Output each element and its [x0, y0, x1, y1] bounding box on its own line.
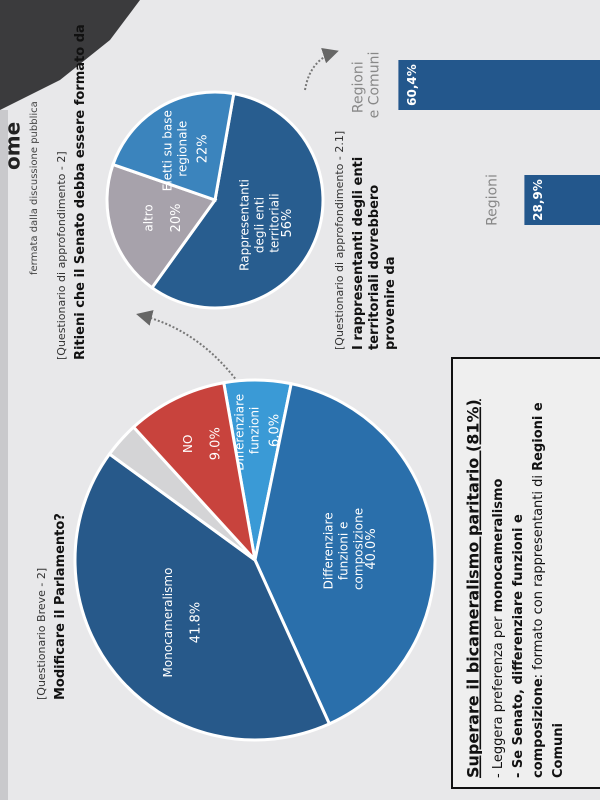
page-edge — [0, 110, 8, 800]
arrow — [304, 48, 339, 91]
pie-slice — [73, 451, 332, 742]
slice-label: altro — [141, 204, 155, 231]
summary-segment: : formato con rappresentanti di — [531, 471, 546, 678]
chart-title: Ritieni che il Senato debba essere forma… — [73, 24, 88, 360]
desk-corner — [0, 0, 140, 110]
pie-slice — [105, 162, 218, 290]
pie-slice — [131, 380, 258, 565]
slice-label: Eletti su base regionale — [160, 106, 189, 191]
bar-category-label: Regioni — [484, 174, 500, 226]
slice-value-label: 9.0% — [208, 427, 223, 460]
slice-label: NO — [180, 435, 194, 453]
summary-segment: differenziare funzioni e — [511, 514, 526, 684]
summary-segment: Comuni — [551, 723, 566, 778]
slice-value-label: 40.0% — [364, 528, 379, 569]
summary-line: composizione: formato con rappresentanti… — [531, 402, 546, 778]
pie-slice — [111, 90, 236, 202]
slice-label: Rappresentanti degli enti territoriali — [237, 175, 281, 270]
summary-line: - Leggera preferenza per monocameralismo — [491, 478, 506, 778]
slice-value-label: 41.8% — [189, 602, 204, 643]
slice-label: Monocameralismo — [161, 568, 175, 678]
heading-fragment: ome — [1, 122, 25, 170]
pie-slice — [149, 91, 325, 310]
summary-line: - Se Senato, differenziare funzioni e — [511, 514, 526, 778]
slice-value-label: 56% — [280, 209, 295, 238]
summary-segment: - Leggera preferenza per — [491, 612, 506, 778]
pie-slice — [253, 381, 437, 726]
summary-segment: - Se Senato, — [511, 685, 526, 778]
rotated-page: ome fermata dalla discussione pubblica D… — [1, 24, 600, 789]
summary-segment: monocameralismo — [491, 478, 506, 612]
slice-label: Differenziare funzioni e composizione — [321, 508, 365, 590]
chart-subtitle: [Questionario di approfondimento - 2] — [55, 151, 68, 360]
bar-value-label: 60,4% — [405, 64, 419, 106]
chart-title: Modificare il Parlamento? — [53, 513, 68, 700]
bar-category-label: Regioni e Comuni — [350, 52, 382, 119]
slice-value-label: 20% — [169, 203, 184, 232]
summary-segment: Regioni e — [531, 402, 546, 471]
chart-subtitle: [Questionario di approfondimento - 2.1] — [333, 131, 346, 350]
bar — [524, 175, 600, 225]
slice-value-label: 22% — [195, 134, 210, 163]
bar — [398, 60, 600, 110]
summary-line: Comuni — [551, 723, 566, 778]
caption-fragment: fermata dalla discussione pubblica — [29, 101, 40, 275]
summary-segment: composizione — [531, 678, 546, 778]
bar-value-label: 28,9% — [531, 179, 545, 221]
chart-title: I rappresentanti degli enti territoriali… — [351, 152, 398, 350]
summary-box — [451, 357, 600, 789]
chart-subtitle: [Questionario Breve - 2] — [35, 568, 48, 700]
summary-title: Superare il bicameralismo paritario (81%… — [464, 399, 483, 778]
